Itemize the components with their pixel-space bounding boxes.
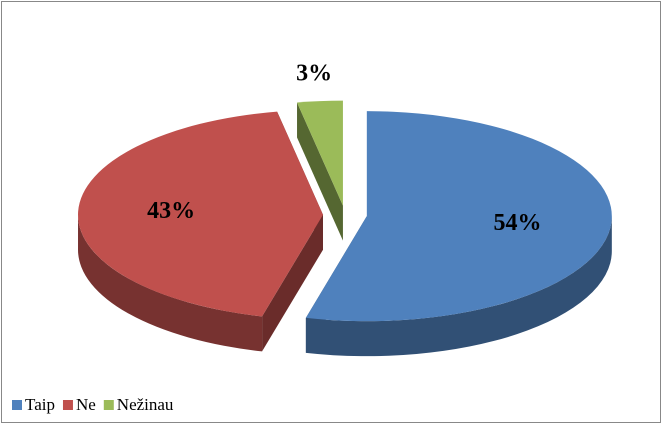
data-label: 43% (147, 198, 195, 224)
slice (78, 111, 324, 317)
legend-label: Nežinau (117, 395, 174, 414)
slice-side (305, 216, 612, 357)
slice-side (78, 214, 263, 352)
legend-label: Taip (25, 395, 55, 414)
slice-wall (262, 214, 324, 352)
legend-label: Ne (76, 395, 96, 414)
data-label: 54% (494, 210, 542, 236)
data-label: 3% (296, 60, 332, 86)
legend-swatch (62, 400, 73, 410)
legend-swatch (103, 400, 114, 410)
slice (305, 111, 612, 322)
slice-wall (297, 102, 343, 241)
slice (297, 100, 343, 206)
legend-swatch (12, 400, 22, 410)
